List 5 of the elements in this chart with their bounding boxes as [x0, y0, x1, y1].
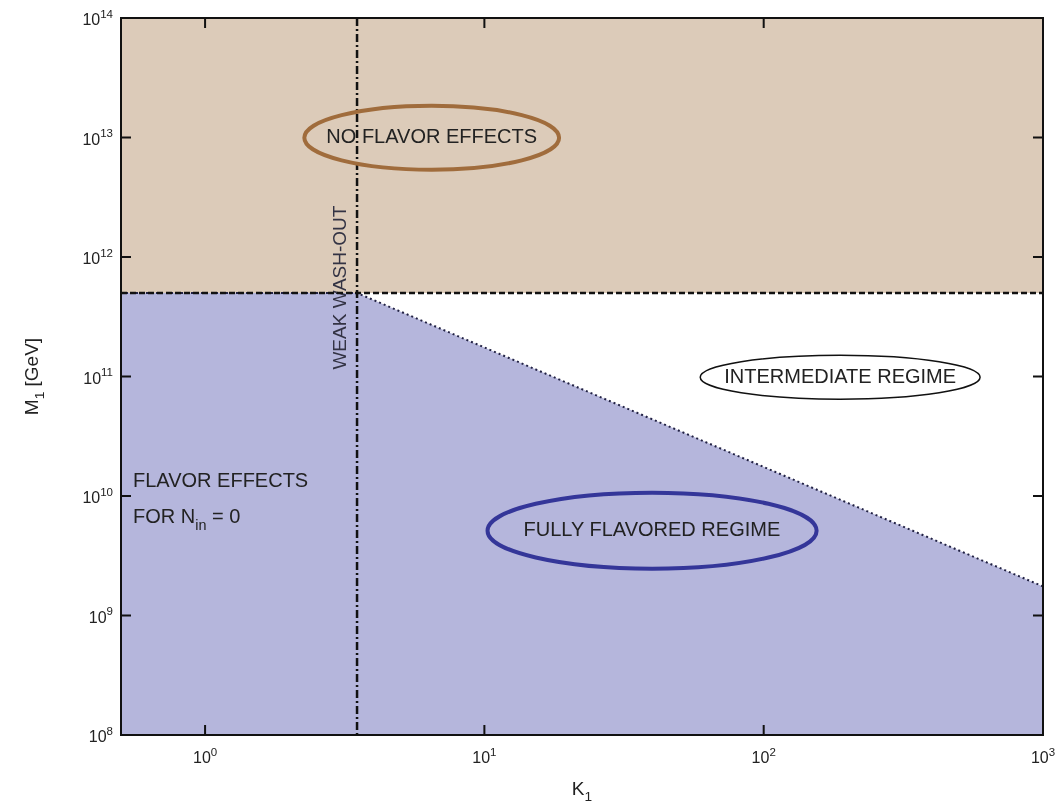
annotation: INTERMEDIATE REGIME: [724, 364, 957, 387]
y-axis-title: M1 [GeV]: [21, 337, 48, 416]
annotation: NO FLAVOR EFFECTS: [326, 125, 538, 148]
annotation: FULLY FLAVORED REGIME: [523, 518, 781, 541]
ref-line-label: WEAK WASH-OUT: [329, 205, 351, 370]
